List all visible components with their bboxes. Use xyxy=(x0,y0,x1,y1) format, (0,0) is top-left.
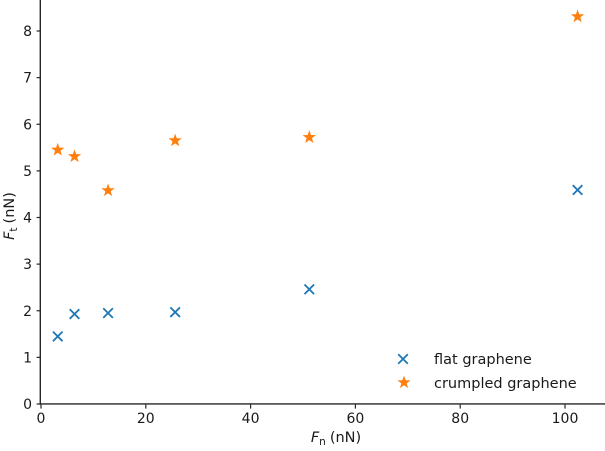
data-point-crumpled-graphene xyxy=(101,183,115,197)
x-tick-label: 100 xyxy=(552,411,579,427)
x-tick-label: 40 xyxy=(242,411,260,427)
y-tick-label: 6 xyxy=(23,117,32,133)
axes: 0 20 40 60 80 100 0 1 2 3 4 5 6 7 8 xyxy=(23,0,605,427)
y-axis-label: Ft (nN) xyxy=(2,192,20,240)
data-point-flat-graphene xyxy=(69,308,80,320)
data-point-crumpled-graphene xyxy=(51,142,65,156)
data-point-flat-graphene xyxy=(169,306,181,318)
y-axis-symbol: F xyxy=(2,231,18,240)
data-markers xyxy=(51,9,585,342)
y-tick-label: 5 xyxy=(23,164,32,180)
data-point-flat-graphene xyxy=(303,283,315,295)
y-tick-label: 7 xyxy=(23,71,32,87)
legend: flat graphene crumpled graphene xyxy=(397,352,577,392)
x-tick-label: 60 xyxy=(346,411,364,427)
legend-label-crumpled-graphene: crumpled graphene xyxy=(434,376,577,392)
data-point-flat-graphene xyxy=(52,330,64,342)
x-axis-unit: (nN) xyxy=(330,430,361,446)
y-tick-label: 1 xyxy=(23,350,32,366)
data-point-crumpled-graphene xyxy=(302,130,316,143)
data-point-crumpled-graphene xyxy=(168,133,182,147)
x-axis-label: Fn (nN) xyxy=(311,430,361,448)
x-tick-label: 0 xyxy=(37,411,46,427)
y-axis-unit: (nN) xyxy=(2,192,18,223)
y-tick-label: 4 xyxy=(23,211,32,227)
legend-label-flat-graphene: flat graphene xyxy=(434,352,532,368)
data-point-flat-graphene xyxy=(102,307,114,319)
legend-marker-crumpled-graphene xyxy=(397,375,411,389)
x-axis-subscript: n xyxy=(319,436,326,448)
y-tick-label: 3 xyxy=(23,257,32,273)
y-tick-label: 2 xyxy=(23,304,32,320)
data-point-crumpled-graphene xyxy=(570,9,585,23)
data-point-crumpled-graphene xyxy=(67,149,82,163)
x-axis-symbol: F xyxy=(311,430,320,446)
y-tick-label: 0 xyxy=(23,397,32,413)
x-tick-label: 20 xyxy=(137,411,155,427)
data-point-flat-graphene xyxy=(572,184,584,196)
y-axis-subscript: t xyxy=(8,227,20,231)
x-tick-label: 80 xyxy=(451,411,469,427)
legend-marker-flat-graphene xyxy=(397,353,409,365)
y-tick-label: 8 xyxy=(23,24,32,40)
